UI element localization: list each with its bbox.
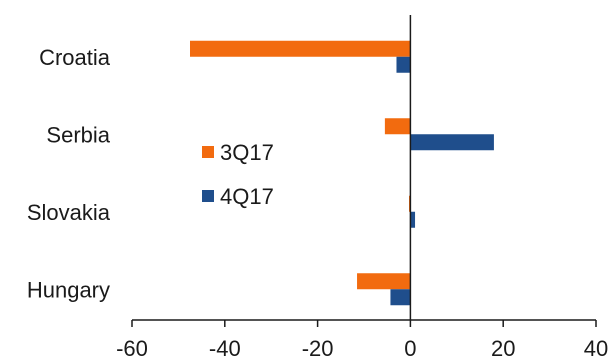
x-tick-label-40: -40: [209, 336, 241, 361]
bar-3q17-hungary: [357, 273, 411, 290]
x-tick-label-40: 40: [584, 336, 608, 361]
x-tick-label-60: -60: [116, 336, 148, 361]
category-label-slovakia: Slovakia: [27, 200, 111, 225]
x-axis-ticks: -60 -40 -20 0 20 40: [116, 320, 608, 361]
category-label-hungary: Hungary: [27, 277, 110, 302]
x-tick-label-20: -20: [302, 336, 334, 361]
category-label-croatia: Croatia: [39, 45, 111, 70]
bar-4q17-croatia: [396, 56, 411, 73]
axes-layer: [132, 15, 596, 321]
bar-4q17-serbia: [410, 134, 494, 151]
bars-layer: [190, 40, 494, 306]
bar-3q17-croatia: [190, 40, 411, 57]
x-tick-label-0: 0: [404, 336, 416, 361]
legend-swatch-4q17: [202, 190, 214, 202]
category-labels: Croatia Serbia Slovakia Hungary: [27, 45, 111, 303]
x-tick-label-20: 20: [491, 336, 515, 361]
bar-4q17-slovakia: [410, 211, 416, 228]
category-label-serbia: Serbia: [46, 122, 110, 147]
bar-3q17-serbia: [384, 118, 411, 135]
legend-label-4q17: 4Q17: [220, 184, 274, 209]
legend: 3Q17 4Q17: [202, 140, 274, 209]
bar-4q17-hungary: [390, 289, 411, 306]
legend-label-3q17: 3Q17: [220, 140, 274, 165]
legend-swatch-3q17: [202, 146, 214, 158]
